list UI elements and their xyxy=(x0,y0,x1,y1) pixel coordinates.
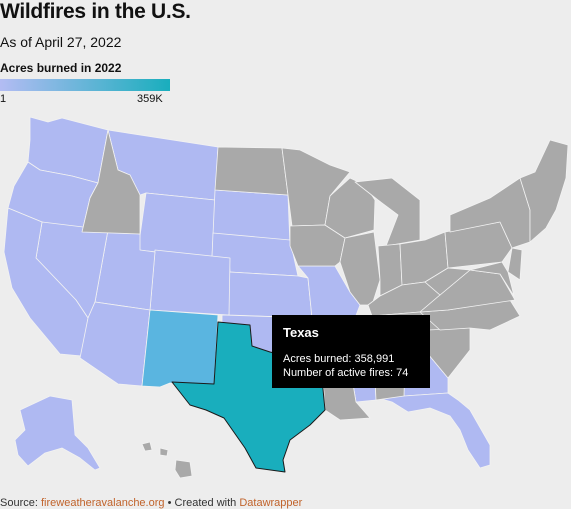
tooltip-fires-line: Number of active fires: 74 xyxy=(283,366,419,380)
tooltip-fires-value: 74 xyxy=(396,367,409,379)
created-label: Created with xyxy=(174,497,237,509)
state-kansas[interactable] xyxy=(228,271,313,319)
us-map xyxy=(3,116,569,479)
legend-max-label: 359K xyxy=(137,93,163,105)
tooltip-state-name: Texas xyxy=(283,325,319,340)
state-north-dakota[interactable] xyxy=(214,146,289,196)
source-label: Source: xyxy=(0,497,38,509)
state-colorado[interactable] xyxy=(149,249,231,316)
state-hawaii[interactable] xyxy=(141,441,193,479)
state-arizona[interactable] xyxy=(79,301,151,387)
state-wyoming[interactable] xyxy=(137,192,216,259)
state-illinois[interactable] xyxy=(339,231,381,306)
footer-credits: Source: fireweatheravalanche.org • Creat… xyxy=(0,497,302,509)
legend-min-label: 1 xyxy=(0,93,7,105)
datawrapper-link[interactable]: Datawrapper xyxy=(239,497,303,509)
state-florida[interactable] xyxy=(377,392,491,469)
state-idaho[interactable] xyxy=(81,129,141,235)
state-alaska[interactable] xyxy=(14,395,101,471)
legend-title: Acres burned in 2022 xyxy=(0,61,122,75)
state-wisconsin[interactable] xyxy=(324,177,376,239)
tooltip-acres-label: Acres burned: xyxy=(283,353,352,365)
chart-title: Wildfires in the U.S. xyxy=(0,0,191,23)
state-new-jersey[interactable] xyxy=(507,247,523,281)
state-new-england[interactable] xyxy=(519,139,569,243)
source-link[interactable]: fireweatheravalanche.org xyxy=(40,497,165,509)
tooltip-fires-label: Number of active fires: xyxy=(283,367,394,379)
tooltip-acres-line: Acres burned: 358,991 xyxy=(283,352,419,366)
tooltip-acres-value: 358,991 xyxy=(354,353,395,365)
legend-gradient-bar xyxy=(0,79,170,91)
state-michigan[interactable] xyxy=(354,177,421,247)
footer-separator: • xyxy=(167,497,172,509)
chart-subtitle: As of April 27, 2022 xyxy=(0,34,122,50)
state-tooltip: Texas Acres burned: 358,991 Number of ac… xyxy=(272,315,430,388)
state-maryland-delaware[interactable] xyxy=(469,261,515,297)
state-new-mexico[interactable] xyxy=(141,309,219,388)
